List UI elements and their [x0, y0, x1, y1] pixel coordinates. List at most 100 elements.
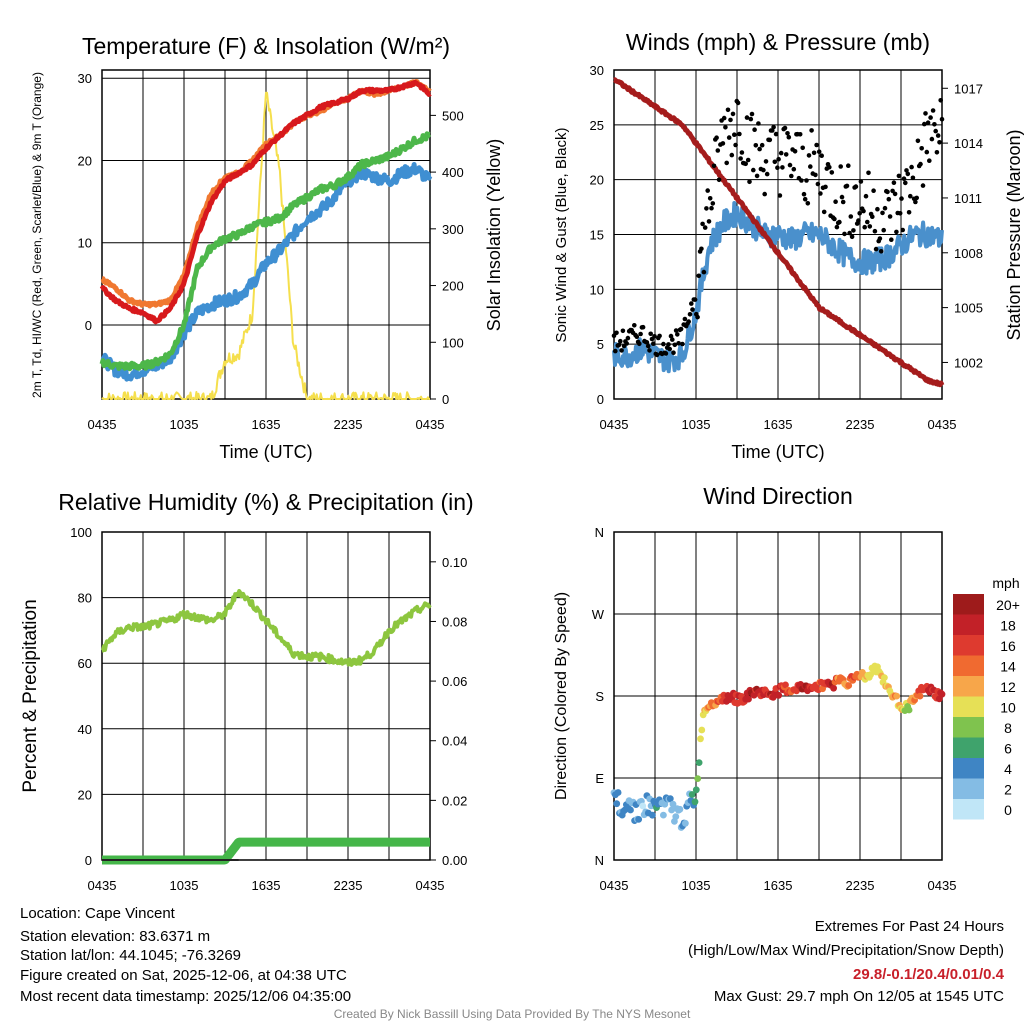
- x-tick-label: 2235: [846, 417, 875, 432]
- gust-point: [889, 237, 894, 242]
- y2-tick-label: 1014: [954, 136, 983, 151]
- gust-point: [849, 234, 855, 240]
- gust-point: [663, 351, 669, 356]
- gust-point: [904, 168, 909, 173]
- extremes-title: Extremes For Past 24 Hours: [814, 918, 1004, 935]
- legend-swatch: [953, 696, 984, 717]
- gust-point: [903, 180, 908, 186]
- gust-point: [832, 216, 837, 222]
- legend-unit: mph: [992, 575, 1019, 591]
- gust-point: [690, 307, 695, 312]
- gust-point: [748, 116, 754, 122]
- gust-point: [777, 193, 783, 198]
- x-tick-label: 0435: [88, 417, 117, 432]
- gust-point: [616, 342, 622, 348]
- direction-point: [639, 802, 647, 810]
- x-tick-label: 1035: [170, 878, 199, 893]
- gust-point: [720, 141, 726, 146]
- gust-point: [754, 173, 760, 179]
- x-tick-label: 1635: [764, 417, 793, 432]
- gust-point: [702, 225, 708, 230]
- gust-point: [614, 330, 619, 336]
- gust-point: [920, 183, 926, 188]
- gust-point: [625, 335, 631, 341]
- gust-point: [851, 228, 856, 233]
- gust-point: [923, 111, 928, 116]
- gust-point: [881, 227, 886, 233]
- direction-point: [694, 775, 702, 782]
- x-tick-label: 2235: [334, 417, 363, 432]
- gust-point: [675, 332, 680, 337]
- direction-point: [938, 690, 946, 698]
- gust-point: [613, 348, 618, 354]
- legend-swatch: [953, 594, 984, 615]
- gust-point: [787, 162, 793, 168]
- gust-point: [880, 210, 885, 216]
- y-axis-label: Sonic Wind & Gust (Blue, Black): [553, 127, 570, 342]
- gust-point: [809, 128, 814, 133]
- gust-point: [929, 136, 935, 142]
- y2-tick-label: 1017: [954, 81, 983, 96]
- y2-tick-label: 200: [442, 279, 464, 294]
- y-tick-label: 10: [590, 282, 604, 297]
- gust-point: [673, 328, 679, 333]
- gust-point: [764, 171, 770, 177]
- y2-tick-label: 0.06: [442, 674, 467, 689]
- x-tick-label: 1635: [252, 417, 281, 432]
- y-tick-label: 20: [78, 153, 92, 168]
- gust-point: [715, 148, 721, 153]
- gust-point: [813, 172, 818, 178]
- gust-point: [775, 165, 780, 170]
- gust-point: [815, 181, 821, 187]
- y-tick-label: 20: [590, 173, 604, 188]
- y2-tick-label: 400: [442, 165, 464, 180]
- y-axis-label: Percent & Precipitation: [20, 599, 41, 792]
- gust-point: [866, 170, 871, 176]
- x-tick-label: 2235: [334, 878, 363, 893]
- chart-title: Relative Humidity (%) & Precipitation (i…: [58, 489, 473, 515]
- y-tick-label: N: [595, 853, 604, 868]
- gust-point: [761, 167, 766, 173]
- direction-point: [682, 819, 689, 827]
- legend-label: 4: [1004, 761, 1012, 777]
- gust-point: [739, 150, 745, 155]
- gust-point: [695, 314, 700, 320]
- gust-point: [791, 166, 797, 172]
- direction-point: [635, 816, 643, 823]
- gust-point: [619, 348, 624, 353]
- y-axis-label: Direction (Colored By Speed): [553, 592, 570, 800]
- footer-latlon: Station lat/lon: 44.1045; -76.3269: [20, 947, 242, 964]
- direction-point: [669, 800, 677, 808]
- gust-point: [933, 128, 938, 134]
- gust-point: [738, 156, 743, 161]
- gust-point: [814, 142, 819, 148]
- legend-label: 8: [1004, 720, 1012, 736]
- gust-point: [930, 108, 936, 113]
- gust-point: [782, 125, 788, 131]
- gust-point: [687, 312, 693, 317]
- x-tick-label: 1035: [682, 417, 711, 432]
- gust-point: [676, 341, 681, 346]
- gust-point: [937, 140, 942, 145]
- gust-point: [818, 191, 823, 196]
- legend-swatch: [953, 717, 984, 738]
- gust-point: [667, 346, 672, 352]
- gust-point: [896, 173, 902, 179]
- gust-point: [762, 191, 767, 197]
- gust-point: [913, 199, 918, 205]
- legend-swatch: [953, 799, 984, 820]
- plot-frame: [101, 531, 431, 861]
- gust-point: [935, 133, 941, 138]
- gust-point: [914, 195, 919, 201]
- gust-point: [840, 199, 846, 205]
- y-tick-label: 0: [85, 318, 92, 333]
- x-tick-label: 1635: [252, 878, 281, 893]
- gust-point: [618, 338, 623, 344]
- gust-point: [908, 193, 913, 199]
- gust-point: [785, 131, 790, 136]
- gust-point: [906, 210, 912, 215]
- gust-point: [837, 219, 842, 225]
- gust-point: [749, 111, 755, 117]
- gust-point: [919, 146, 924, 151]
- legend-swatch: [953, 758, 984, 779]
